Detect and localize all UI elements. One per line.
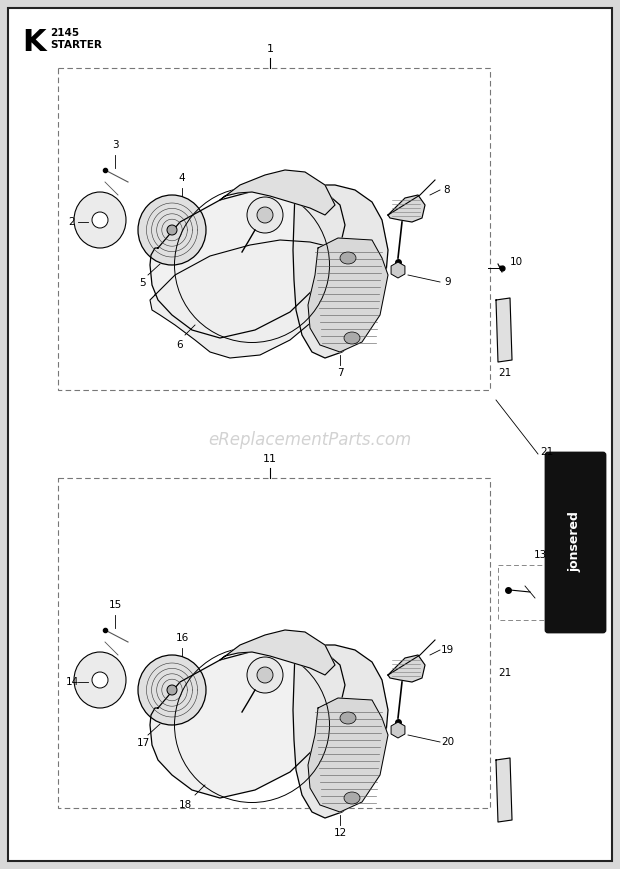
Ellipse shape (340, 712, 356, 724)
Text: K: K (22, 28, 46, 57)
Text: 21: 21 (540, 447, 553, 457)
Ellipse shape (167, 225, 177, 235)
Text: 21: 21 (498, 368, 511, 378)
Text: 16: 16 (175, 633, 188, 643)
Polygon shape (308, 698, 388, 812)
Text: 21: 21 (498, 668, 511, 678)
Text: 2: 2 (69, 217, 75, 227)
Ellipse shape (344, 792, 360, 804)
Polygon shape (220, 630, 335, 675)
Ellipse shape (138, 655, 206, 725)
Ellipse shape (92, 672, 108, 688)
Polygon shape (388, 195, 425, 222)
Text: jonsered: jonsered (569, 512, 582, 573)
Text: STARTER: STARTER (50, 40, 102, 50)
FancyBboxPatch shape (546, 453, 605, 632)
Text: 1: 1 (267, 44, 273, 54)
Text: 5: 5 (140, 278, 146, 288)
Text: eReplacementParts.com: eReplacementParts.com (208, 431, 412, 449)
Ellipse shape (74, 652, 126, 708)
Circle shape (247, 657, 283, 693)
Ellipse shape (74, 192, 126, 248)
Text: 11: 11 (263, 454, 277, 464)
Text: 12: 12 (334, 828, 347, 838)
Ellipse shape (344, 332, 360, 344)
Polygon shape (150, 646, 345, 798)
Polygon shape (496, 298, 512, 362)
Polygon shape (150, 186, 345, 338)
Polygon shape (496, 758, 512, 822)
Text: 9: 9 (445, 277, 451, 287)
Ellipse shape (167, 685, 177, 695)
Text: 8: 8 (444, 185, 450, 195)
Text: 3: 3 (112, 140, 118, 150)
Text: 7: 7 (337, 368, 343, 378)
Text: 14: 14 (65, 677, 79, 687)
Bar (58, 68, 490, 390)
Polygon shape (220, 170, 335, 215)
Polygon shape (308, 238, 388, 352)
Ellipse shape (92, 212, 108, 228)
Text: 18: 18 (179, 800, 192, 810)
Ellipse shape (340, 252, 356, 264)
Bar (58, 478, 490, 808)
Bar (498, 565, 575, 620)
Text: 13: 13 (533, 550, 547, 560)
Text: 4: 4 (179, 173, 185, 183)
Text: 6: 6 (177, 340, 184, 350)
Circle shape (257, 207, 273, 223)
Text: 15: 15 (108, 600, 122, 610)
Circle shape (247, 197, 283, 233)
Text: 10: 10 (510, 257, 523, 267)
Polygon shape (388, 655, 425, 682)
Ellipse shape (138, 195, 206, 265)
Circle shape (257, 667, 273, 683)
Polygon shape (293, 185, 388, 358)
Polygon shape (150, 240, 345, 358)
Text: 17: 17 (136, 738, 149, 748)
Text: 2145: 2145 (50, 28, 79, 38)
Text: 19: 19 (440, 645, 454, 655)
Polygon shape (293, 645, 388, 818)
Text: 20: 20 (441, 737, 454, 747)
